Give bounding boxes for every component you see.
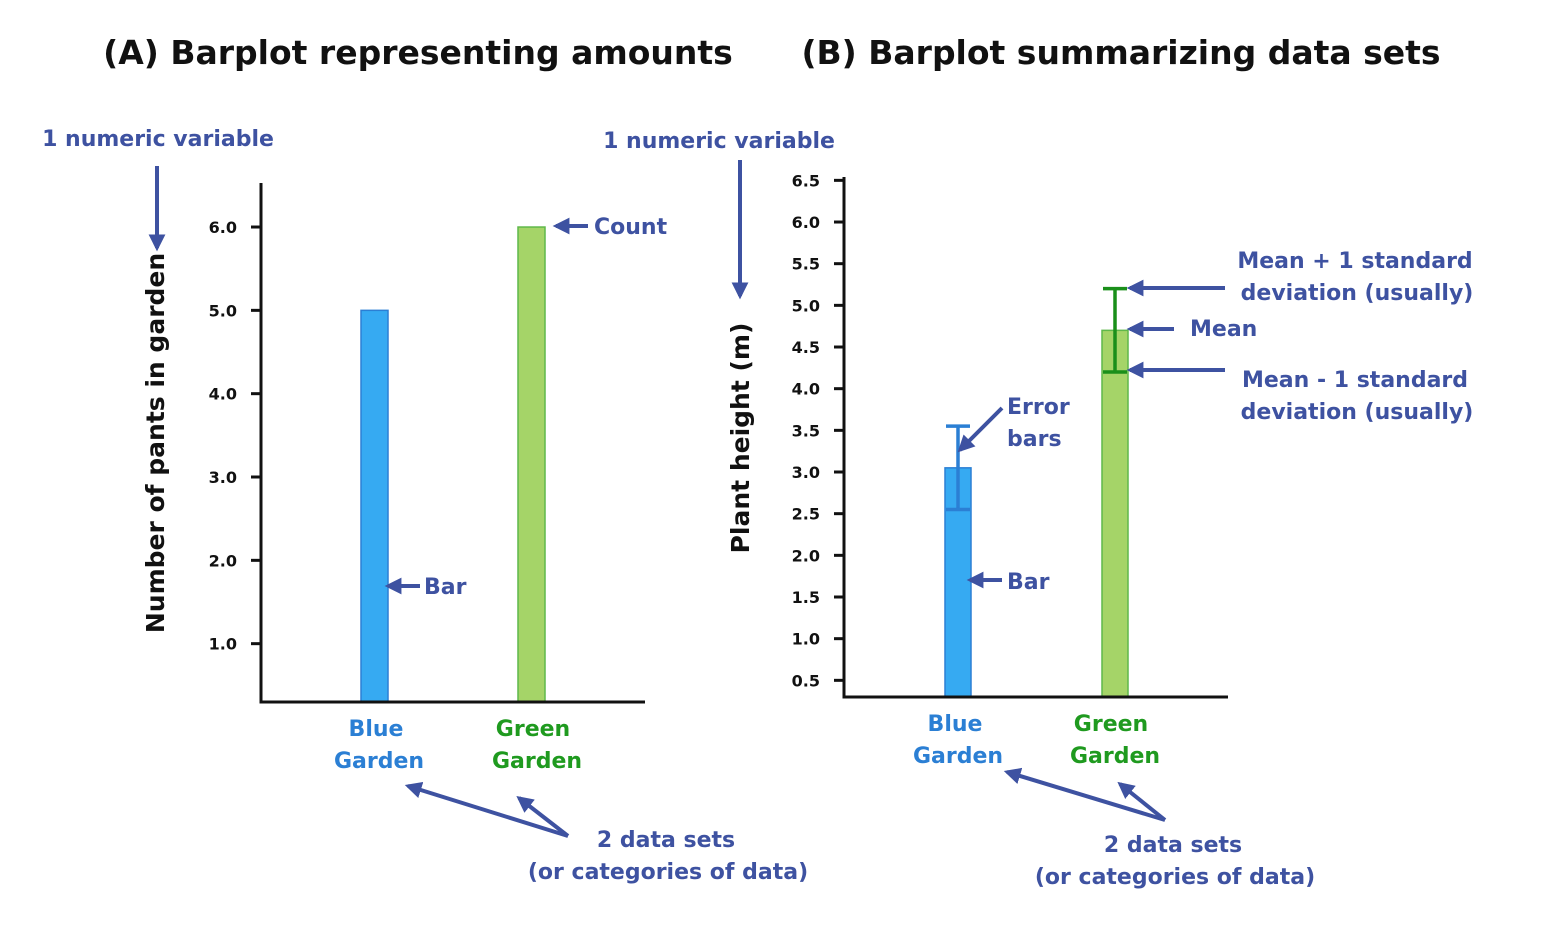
panel-b-error-arrow bbox=[957, 406, 1004, 453]
panel-b-mean-minus-line2: deviation (usually) bbox=[1241, 400, 1474, 425]
panel-a-variable-label: 1 numeric variable bbox=[42, 127, 274, 152]
panel-a-datasets-arrow-green bbox=[516, 795, 570, 838]
panel-a-bar-label: Bar bbox=[424, 575, 467, 600]
panel-a-y-axis-label: Number of pants in garden bbox=[141, 253, 170, 633]
y-tick-label: 5.5 bbox=[792, 255, 820, 274]
panel-b-error-label-line2: bars bbox=[1007, 427, 1062, 452]
panel-a-y-ticks: 1.0 2.0 3.0 4.0 5.0 6.0 bbox=[209, 218, 261, 654]
panel-a-category-blue-line1: Blue bbox=[349, 717, 404, 742]
panel-a-count-label: Count bbox=[594, 215, 668, 240]
panel-b-y-axis-label: Plant height (m) bbox=[726, 323, 755, 554]
panel-a-datasets-arrow-blue bbox=[404, 781, 569, 838]
panel-b-category-blue-line2: Garden bbox=[913, 744, 1003, 769]
panel-b-category-green-line1: Green bbox=[1074, 712, 1148, 737]
panel-b-category-green-line2: Garden bbox=[1070, 744, 1160, 769]
panel-b-variable-label: 1 numeric variable bbox=[603, 129, 835, 154]
y-tick-label: 6.0 bbox=[209, 218, 237, 237]
panel-a-category-green-line1: Green bbox=[496, 717, 570, 742]
bar-blue-garden bbox=[360, 309, 389, 703]
panel-b-datasets-line1: 2 data sets bbox=[1104, 833, 1242, 858]
panel-a-title: (A) Barplot representing amounts bbox=[103, 33, 733, 72]
y-tick-label: 3.0 bbox=[209, 468, 237, 487]
panel-a-category-blue-line2: Garden bbox=[334, 749, 424, 774]
panel-b-datasets-line2: (or categories of data) bbox=[1035, 865, 1315, 890]
y-tick-label: 4.0 bbox=[209, 385, 237, 404]
y-tick-label: 2.0 bbox=[792, 546, 820, 565]
y-tick-label: 2.0 bbox=[209, 551, 237, 570]
panel-b-bars bbox=[944, 329, 1129, 698]
panel-b-y-ticks: 0.5 1.0 1.5 2.0 2.5 3.0 3.5 4.0 4.5 5.0 5.5 6.0 6.5 bbox=[792, 171, 844, 690]
y-tick-label: 5.0 bbox=[792, 296, 820, 315]
panel-b-error-label-line1: Error bbox=[1007, 395, 1070, 420]
panel-b-mean-label: Mean bbox=[1190, 317, 1257, 342]
panel-b-category-blue-line1: Blue bbox=[928, 712, 983, 737]
panel-b-datasets-arrow-green bbox=[1117, 781, 1167, 822]
y-tick-label: 6.5 bbox=[792, 171, 820, 190]
panel-b: (B) Barplot summarizing data sets 1 nume… bbox=[603, 33, 1473, 890]
panel-a-datasets-line2: (or categories of data) bbox=[528, 860, 808, 885]
y-tick-label: 3.0 bbox=[792, 463, 820, 482]
panel-a: (A) Barplot representing amounts 1 numer… bbox=[42, 33, 808, 885]
y-tick-label: 4.5 bbox=[792, 338, 820, 357]
y-tick-label: 2.5 bbox=[792, 505, 820, 524]
panel-b-datasets-arrow-blue bbox=[1003, 767, 1166, 822]
bar-green-garden bbox=[1101, 329, 1129, 698]
y-tick-label: 0.5 bbox=[792, 671, 820, 690]
panel-a-datasets-line1: 2 data sets bbox=[597, 828, 735, 853]
bar-green-garden bbox=[517, 226, 546, 703]
panel-b-mean-plus-line2: deviation (usually) bbox=[1241, 281, 1474, 306]
y-tick-label: 1.5 bbox=[792, 588, 820, 607]
y-tick-label: 3.5 bbox=[792, 421, 820, 440]
panel-b-mean-plus-line1: Mean + 1 standard bbox=[1237, 249, 1472, 274]
panel-a-bars bbox=[360, 226, 546, 703]
panel-b-title: (B) Barplot summarizing data sets bbox=[801, 33, 1440, 72]
y-tick-label: 6.0 bbox=[792, 213, 820, 232]
panel-b-mean-minus-line1: Mean - 1 standard bbox=[1242, 368, 1468, 393]
panel-a-category-green-line2: Garden bbox=[492, 749, 582, 774]
panel-b-bar-label: Bar bbox=[1007, 570, 1050, 595]
y-tick-label: 4.0 bbox=[792, 380, 820, 399]
y-tick-label: 1.0 bbox=[792, 630, 820, 649]
y-tick-label: 1.0 bbox=[209, 635, 237, 654]
y-tick-label: 5.0 bbox=[209, 301, 237, 320]
